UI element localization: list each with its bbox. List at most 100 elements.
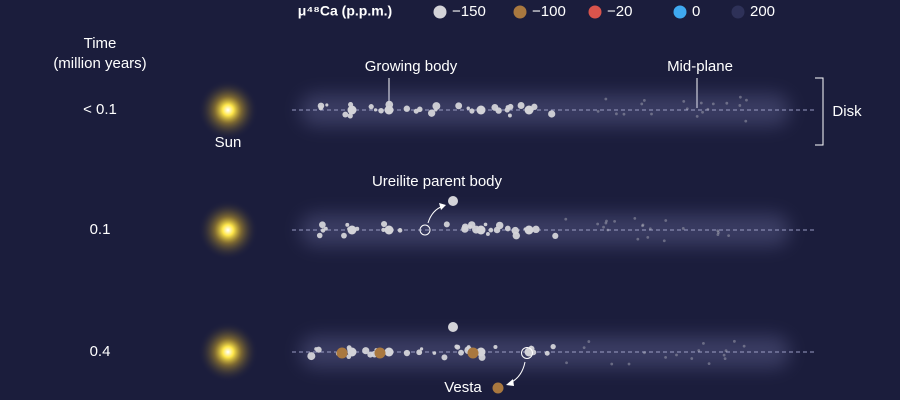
legend-swatch [513,5,527,19]
particle [565,361,568,365]
particle [403,349,411,357]
particle [458,349,464,356]
particle [342,111,349,118]
time-label: 0.1 [90,221,111,238]
ureilite-label: Ureilite parent body [372,173,503,190]
particle [384,225,394,235]
particle [381,227,386,232]
particle [706,107,710,111]
particle [610,362,614,366]
particle [664,356,667,359]
particle [745,98,748,102]
particle [347,105,357,115]
particle [307,352,316,361]
sun-glow [198,322,258,382]
time-title: (million years) [53,55,146,72]
growing-body-label: Growing body [365,58,458,75]
legend-swatch [433,5,447,19]
vesta-label: Vesta [444,379,482,396]
particle [373,108,378,112]
particle [466,106,470,110]
legend-label: −20 [607,3,632,20]
particle [504,225,511,232]
particle [495,107,502,114]
particle [648,227,652,231]
particle [548,110,556,118]
origin [521,347,533,359]
particle [397,228,403,233]
particle [633,216,637,220]
particle [419,347,424,351]
particle [532,225,540,234]
particle [564,217,568,221]
particle [722,353,726,357]
particle [524,105,534,115]
particle [640,102,644,106]
origin [419,224,431,236]
particle [711,102,715,106]
particle [469,108,475,114]
particle [448,322,458,332]
particle [641,224,644,228]
particle [505,105,510,110]
particle [493,345,498,350]
particle [604,97,608,101]
particle [413,108,419,114]
particle [643,351,646,355]
particle [443,221,450,228]
particle [716,233,720,237]
sun-glow [198,200,258,260]
particle [455,344,461,350]
particle [742,344,746,348]
legend-title: μ⁴⁸Ca (p.p.m.) [298,3,392,19]
particle [606,228,610,232]
particle [319,221,326,229]
particle [461,223,469,231]
particle [476,347,486,357]
particle [314,347,318,351]
particle [702,341,705,345]
particle [432,351,437,355]
particle [552,232,559,239]
particle [664,219,668,222]
particle [374,347,386,359]
particle [362,347,370,355]
particle [488,227,494,233]
particle [615,112,618,116]
time-label: < 0.1 [83,101,117,118]
particle [717,231,720,234]
vesta-body [492,382,504,394]
particle [384,105,394,115]
particle [695,115,699,118]
particle [317,102,325,110]
legend-swatch [673,5,687,19]
particle [701,110,704,114]
particle [476,105,486,115]
particle [613,219,617,223]
particle [641,223,645,227]
particle [325,103,329,107]
particle [485,232,490,236]
particle [724,349,728,353]
particle [347,225,357,235]
ureilite-body [448,196,458,206]
disk-label: Disk [832,103,862,120]
particle [347,347,357,357]
particle [690,357,694,360]
particle [493,226,501,234]
particle [336,347,348,359]
particle [699,101,703,105]
arrowhead [439,203,446,210]
particle [483,222,488,227]
particle [716,229,720,233]
particle [316,232,323,239]
particle [434,108,438,112]
particle [697,349,701,352]
particle [416,349,423,356]
particle [727,234,731,238]
particle [467,347,479,359]
particle [682,99,686,103]
particle [544,350,550,356]
